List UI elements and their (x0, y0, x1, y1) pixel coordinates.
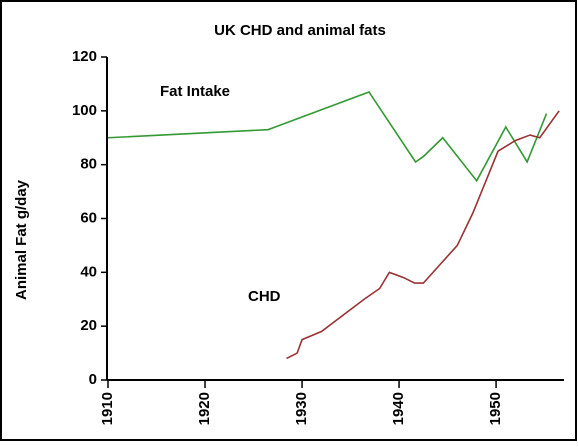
x-tick-label: 1920 (196, 392, 213, 425)
y-tick-label: 120 (72, 48, 97, 65)
y-tick-label: 60 (80, 209, 97, 226)
x-tick-label: 1940 (390, 392, 407, 425)
data-line (107, 91, 548, 183)
y-tick-label: 80 (80, 156, 97, 173)
data-line (286, 110, 560, 360)
x-tick-label: 1910 (99, 392, 116, 425)
annotation: Fat Intake (160, 83, 230, 100)
chart-title: UK CHD and animal fats (214, 22, 386, 39)
x-tick-label: 1930 (293, 392, 310, 425)
y-tick-label: 100 (72, 102, 97, 119)
x-tick-label: 1950 (487, 392, 504, 425)
y-axis-label: Animal Fat g/day (13, 179, 30, 300)
y-tick-label: 20 (80, 317, 97, 334)
annotation: CHD (248, 288, 281, 305)
y-tick-label: 0 (89, 371, 97, 388)
y-tick-label: 40 (80, 263, 97, 280)
